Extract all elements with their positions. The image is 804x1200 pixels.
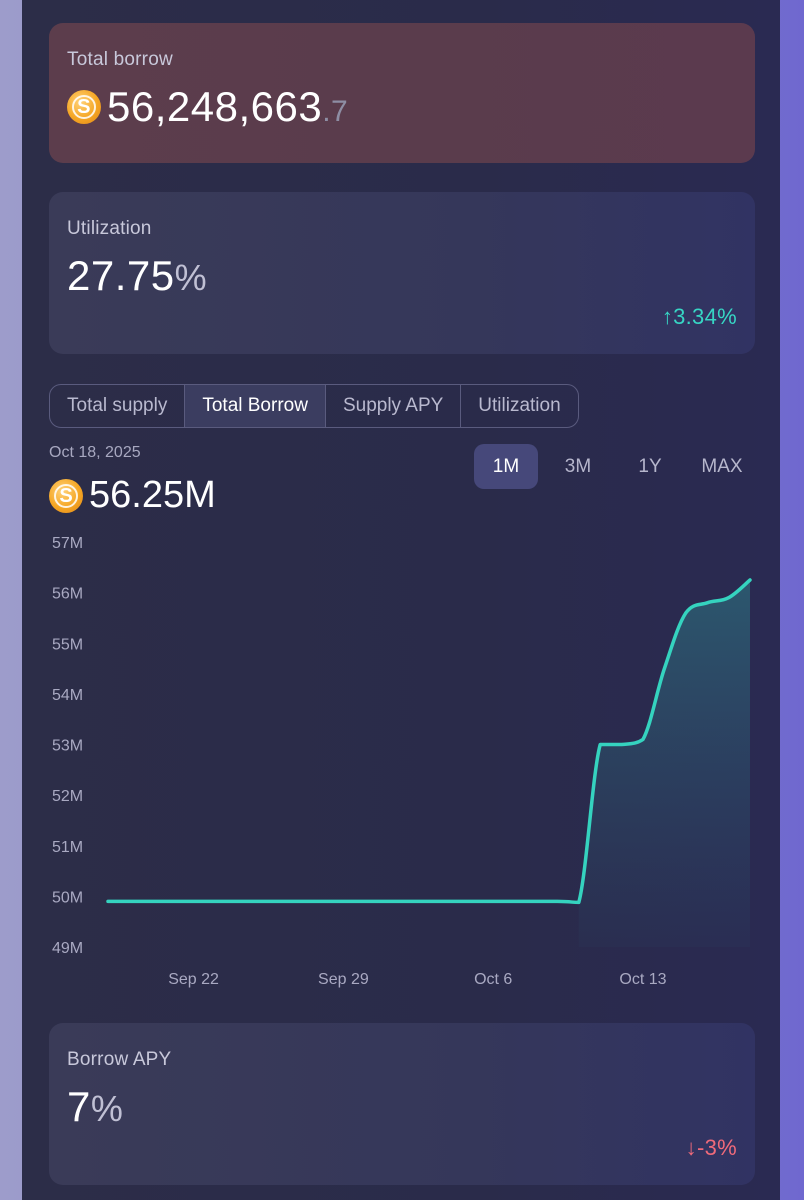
borrow-apy-unit: % — [90, 1088, 124, 1129]
y-tick-label: 55M — [52, 636, 83, 653]
metric-tabs: Total supply Total Borrow Supply APY Uti… — [49, 384, 579, 428]
chart-series-line — [106, 578, 752, 905]
stablecoin-icon: S — [49, 478, 83, 513]
total-borrow-label: Total borrow — [67, 49, 173, 70]
chart-value-text: 56.25M — [89, 474, 216, 516]
y-tick-label: 56M — [52, 586, 83, 603]
borrow-apy-value: 7% — [67, 1083, 123, 1131]
range-max[interactable]: MAX — [701, 455, 743, 477]
range-3m[interactable]: 3M — [564, 455, 592, 477]
y-tick-label: 57M — [52, 535, 83, 552]
chart-current-value: S 56.25M — [49, 474, 216, 517]
utilization-card: Utilization 27.75% ↑3.34% — [49, 192, 755, 354]
x-axis: Sep 22 Sep 29 Oct 6 Oct 13 — [168, 971, 666, 988]
utilization-label: Utilization — [67, 218, 152, 239]
tab-supply-apy[interactable]: Supply APY — [326, 385, 462, 427]
borrow-apy-label: Borrow APY — [67, 1049, 172, 1070]
total-borrow-card: Total borrow S 56,248,663.7 — [49, 23, 755, 163]
range-1m[interactable]: 1M — [474, 444, 538, 489]
y-tick-label: 53M — [52, 738, 83, 755]
x-tick-label: Oct 6 — [474, 971, 512, 988]
time-range-selector: 1M 3M 1Y MAX — [474, 444, 754, 489]
tab-utilization[interactable]: Utilization — [478, 395, 561, 416]
y-tick-label: 49M — [52, 940, 83, 957]
borrow-apy-number: 7 — [67, 1083, 91, 1130]
y-tick-label: 50M — [52, 889, 83, 906]
chart-area-fill — [578, 580, 750, 947]
app-screen: Total borrow S 56,248,663.7 Utilization … — [22, 0, 780, 1200]
utilization-value: 27.75% — [67, 252, 207, 300]
borrow-apy-change: ↓-3% — [685, 1135, 737, 1160]
total-borrow-chart: 57M 56M 55M 54M 53M 52M 51M 50M 49M Sep 22 Sep 29… — [52, 535, 752, 988]
y-tick-label: 54M — [52, 687, 83, 704]
tab-total-supply[interactable]: Total supply — [50, 385, 186, 427]
y-tick-label: 51M — [52, 839, 83, 856]
tab-total-borrow[interactable]: Total Borrow — [185, 385, 326, 427]
x-tick-label: Oct 13 — [619, 971, 666, 988]
total-borrow-value: S 56,248,663.7 — [67, 83, 348, 131]
x-tick-label: Sep 29 — [318, 971, 369, 988]
stablecoin-icon: S — [67, 90, 101, 124]
utilization-change: ↑3.34% — [661, 304, 737, 329]
chart-date: Oct 18, 2025 — [49, 444, 141, 461]
x-tick-label: Sep 22 — [168, 971, 219, 988]
y-axis: 57M 56M 55M 54M 53M 52M 51M 50M 49M — [52, 535, 83, 957]
y-tick-label: 52M — [52, 788, 83, 805]
range-1y[interactable]: 1Y — [638, 455, 662, 477]
total-borrow-amount: 56,248,663 — [107, 83, 323, 130]
borrow-apy-card: Borrow APY 7% ↓-3% — [49, 1023, 755, 1185]
utilization-number: 27.75 — [67, 252, 175, 299]
utilization-unit: % — [174, 257, 208, 298]
total-borrow-decimal: .7 — [322, 95, 349, 128]
